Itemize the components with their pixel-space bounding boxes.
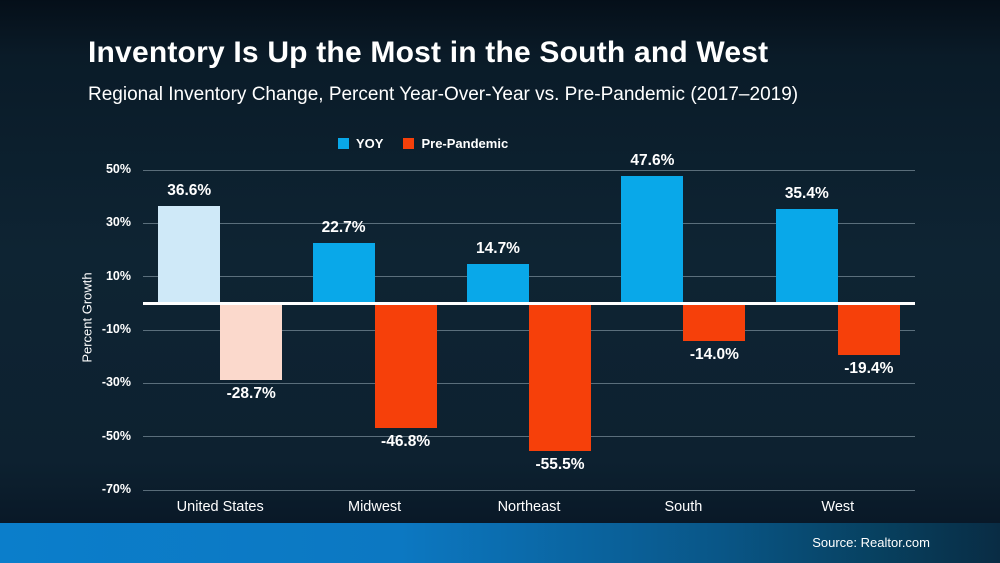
legend-item: Pre-Pandemic xyxy=(403,136,508,151)
source-label: Source: Realtor.com xyxy=(812,535,930,550)
y-tick-label: 10% xyxy=(105,268,131,283)
value-label: -28.7% xyxy=(226,384,276,402)
yoy-bar-south xyxy=(621,176,684,304)
yoy-bar-midwest xyxy=(312,242,375,304)
x-category-label: Midwest xyxy=(348,499,402,515)
pre-pandemic-bar-united-states xyxy=(220,303,283,380)
footer-bar: Source: Realtor.com xyxy=(0,523,1000,563)
chart-legend: YOY Pre-Pandemic xyxy=(338,136,508,151)
y-tick-label: 30% xyxy=(105,215,131,230)
yoy-bar-united-states xyxy=(158,205,221,304)
value-label: 35.4% xyxy=(784,184,829,202)
x-category-label: West xyxy=(821,499,855,515)
gridline xyxy=(143,489,915,491)
value-label: -55.5% xyxy=(535,456,585,474)
value-label: 14.7% xyxy=(476,240,520,258)
x-category-label: United States xyxy=(176,499,264,515)
yoy-bar-northeast xyxy=(467,264,529,304)
x-category-label: South xyxy=(664,499,703,515)
y-tick-label: -10% xyxy=(101,322,131,336)
value-label: 22.7% xyxy=(321,218,366,236)
page-title: Inventory Is Up the Most in the South an… xyxy=(88,36,769,69)
gridline xyxy=(143,276,915,278)
legend-swatch-icon xyxy=(403,138,415,149)
yoy-bar-west xyxy=(775,208,838,304)
pre-pandemic-bar-west xyxy=(837,303,900,356)
y-tick-label: -70% xyxy=(101,482,131,496)
value-label: 36.6% xyxy=(167,181,212,199)
gridline xyxy=(143,222,915,224)
gridline xyxy=(143,169,915,171)
y-tick-label: 50% xyxy=(105,162,131,176)
value-label: -14.0% xyxy=(689,345,739,363)
page-subtitle: Regional Inventory Change, Percent Year-… xyxy=(88,84,799,105)
y-tick-label: -30% xyxy=(101,375,131,390)
y-tick-label: -50% xyxy=(101,428,131,443)
legend-swatch-icon xyxy=(338,138,349,149)
pre-pandemic-bar-south xyxy=(683,303,746,341)
value-label: 47.6% xyxy=(630,152,675,170)
legend-label: Pre-Pandemic xyxy=(421,136,509,151)
pre-pandemic-bar-northeast xyxy=(529,303,591,452)
zero-baseline xyxy=(143,301,915,305)
pre-pandemic-bar-midwest xyxy=(374,303,437,429)
legend-item: YOY xyxy=(338,136,383,151)
value-label: -19.4% xyxy=(844,360,894,378)
value-label: -46.8% xyxy=(381,433,431,451)
legend-label: YOY xyxy=(356,136,384,151)
x-category-label: Northeast xyxy=(497,499,561,515)
